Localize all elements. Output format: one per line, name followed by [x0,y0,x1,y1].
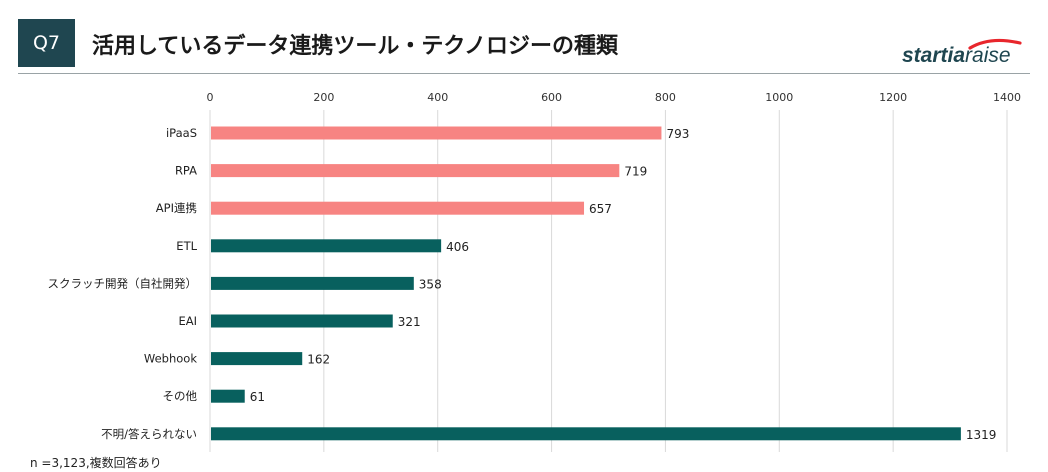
horizontal-bar-chart: 0 200 400 600 800 1000 1200 1400 iPaaS 793 RPA 719 A… [48,91,1021,452]
x-tick-label: 0 [207,91,214,104]
value-label: 321 [398,315,421,329]
bar [211,239,442,253]
x-tick-label: 1000 [765,91,793,104]
value-label: 61 [250,390,265,404]
bar [211,164,620,178]
bar [211,427,961,441]
bar [211,201,585,215]
category-label: API連携 [156,201,197,215]
category-label: ETL [176,239,197,253]
x-tick-label: 1200 [879,91,907,104]
category-label: 不明/答えられない [101,427,197,441]
category-label: Webhook [144,352,197,366]
category-label: iPaaS [166,126,197,140]
logo-text-light: raise [965,44,1011,67]
bar [211,126,662,140]
bar [211,352,303,366]
page-title: 活用しているデータ連携ツール・テクノロジーの種類 [92,34,619,59]
bar [211,314,393,328]
value-label: 406 [446,240,469,254]
question-badge: Q7 [18,19,75,67]
x-tick-label: 1400 [993,91,1021,104]
x-tick-label: 600 [541,91,562,104]
value-label: 358 [419,277,442,291]
value-label: 1319 [966,428,997,442]
x-tick-label: 200 [313,91,334,104]
logo-text-bold: startia [902,44,965,67]
value-label: 657 [589,202,612,216]
svg-text:startiaraise: startiaraise [902,44,1011,67]
x-tick-label: 400 [427,91,448,104]
value-label: 162 [307,353,330,367]
startiaraise-logo: startiaraise [902,38,1022,67]
x-tick-label: 800 [655,91,676,104]
value-label: 793 [666,127,689,141]
value-label: 719 [624,165,647,179]
category-label: EAI [178,314,197,328]
title-divider [18,73,1030,74]
bar [211,389,245,403]
bar [211,276,414,290]
category-label: RPA [175,164,197,178]
category-label: スクラッチ開発（自社開発） [48,276,198,290]
sample-size-note: n =3,123,複数回答あり [30,456,162,470]
category-label: その他 [163,389,198,403]
